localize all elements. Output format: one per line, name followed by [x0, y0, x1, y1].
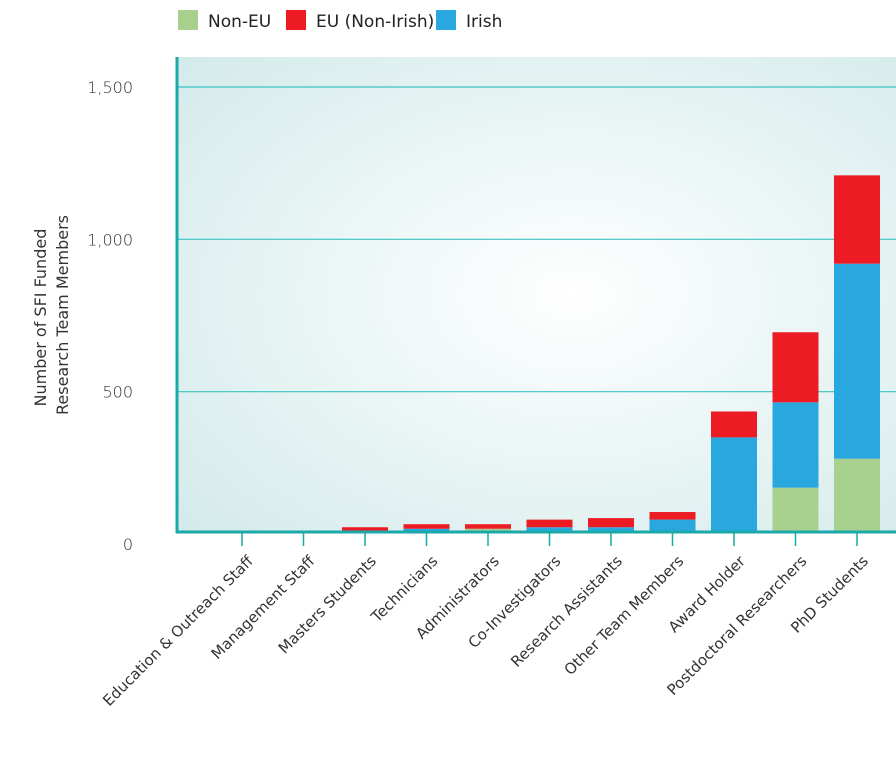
legend: Non-EU EU (Non-Irish) Irish [178, 10, 502, 32]
bar-irish-technicians [403, 528, 450, 532]
bar-irish-co-investigators [526, 527, 573, 532]
bar-eu-non-irish-co-investigators [526, 519, 573, 528]
bar-group-phd-students [834, 175, 880, 532]
y-tick-label: 1,000 [87, 230, 133, 249]
y-tick-label: 500 [102, 383, 133, 402]
y-axis-title: Number of SFI Funded Research Team Membe… [31, 215, 72, 415]
legend-label: EU (Non-Irish) [316, 12, 434, 32]
bar-non-eu-phd-students [834, 458, 880, 532]
y-tick-label: 1,500 [87, 78, 133, 97]
x-tick-label-other-team-members: Other Team Members [561, 552, 688, 679]
y-axis-title-line-1: Number of SFI Funded [31, 229, 50, 407]
x-tick-label-research-assistants: Research Assistants [507, 552, 626, 671]
bar-group-award-holder [711, 411, 757, 532]
legend-swatch [178, 10, 198, 30]
bar-non-eu-administrators [465, 528, 511, 532]
bar-eu-non-irish-administrators [465, 524, 511, 529]
bar-eu-non-irish-phd-students [834, 175, 880, 264]
bar-irish-research-assistants [588, 527, 634, 532]
axes [175, 57, 896, 546]
bar-group-research-assistants [588, 518, 634, 532]
bar-non-eu-postdoctoral-researchers [772, 487, 819, 532]
bar-group-co-investigators [526, 519, 573, 532]
bar-irish-phd-students [834, 263, 880, 459]
bar-group-other-team-members [649, 512, 696, 532]
bar-group-postdoctoral-researchers [772, 332, 819, 532]
bar-eu-non-irish-technicians [403, 524, 450, 529]
legend-item-irish: Irish [436, 10, 502, 32]
bar-irish-postdoctoral-researchers [772, 402, 819, 488]
bar-eu-non-irish-award-holder [711, 411, 757, 438]
y-tick-labels: 0 500 1,000 1,500 [87, 78, 133, 554]
bars [342, 175, 880, 532]
legend-swatch [286, 10, 306, 30]
y-axis-title-line-2: Research Team Members [53, 215, 72, 415]
legend-item-eu-non-irish: EU (Non-Irish) [286, 10, 434, 32]
bar-eu-non-irish-other-team-members [649, 512, 696, 520]
bar-eu-non-irish-masters-students [342, 527, 388, 532]
x-tick-label-management-staff: Management Staff [208, 552, 319, 663]
bar-irish-other-team-members [649, 519, 696, 532]
legend-item-non-eu: Non-EU [178, 10, 271, 32]
legend-label: Irish [466, 12, 502, 32]
legend-label: Non-EU [208, 12, 271, 32]
bar-eu-non-irish-research-assistants [588, 518, 634, 528]
bar-eu-non-irish-postdoctoral-researchers [772, 332, 819, 403]
y-tick-label: 0 [123, 535, 133, 554]
legend-swatch [436, 10, 456, 30]
bar-group-technicians [403, 524, 450, 532]
bar-irish-award-holder [711, 437, 757, 532]
bar-group-administrators [465, 524, 511, 532]
